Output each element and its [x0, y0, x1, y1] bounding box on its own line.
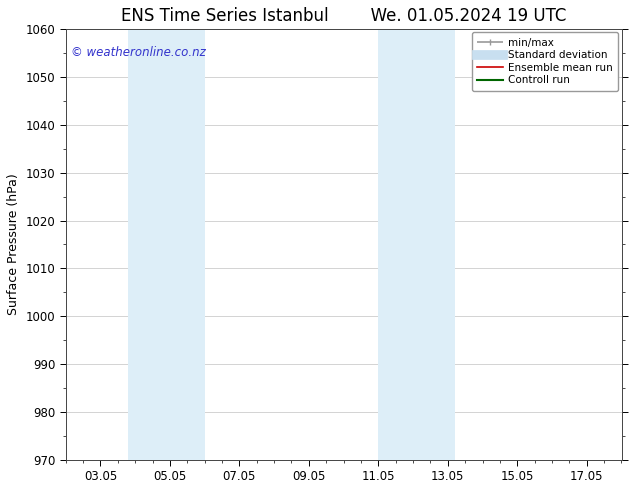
Title: ENS Time Series Istanbul        We. 01.05.2024 19 UTC: ENS Time Series Istanbul We. 01.05.2024 …: [121, 7, 566, 25]
Bar: [170, 29, 205, 460]
Bar: [378, 29, 413, 460]
Y-axis label: Surface Pressure (hPa): Surface Pressure (hPa): [7, 173, 20, 316]
Bar: [128, 29, 170, 460]
Text: © weatheronline.co.nz: © weatheronline.co.nz: [71, 47, 206, 59]
Bar: [413, 29, 455, 460]
Legend: min/max, Standard deviation, Ensemble mean run, Controll run: min/max, Standard deviation, Ensemble me…: [472, 32, 618, 91]
